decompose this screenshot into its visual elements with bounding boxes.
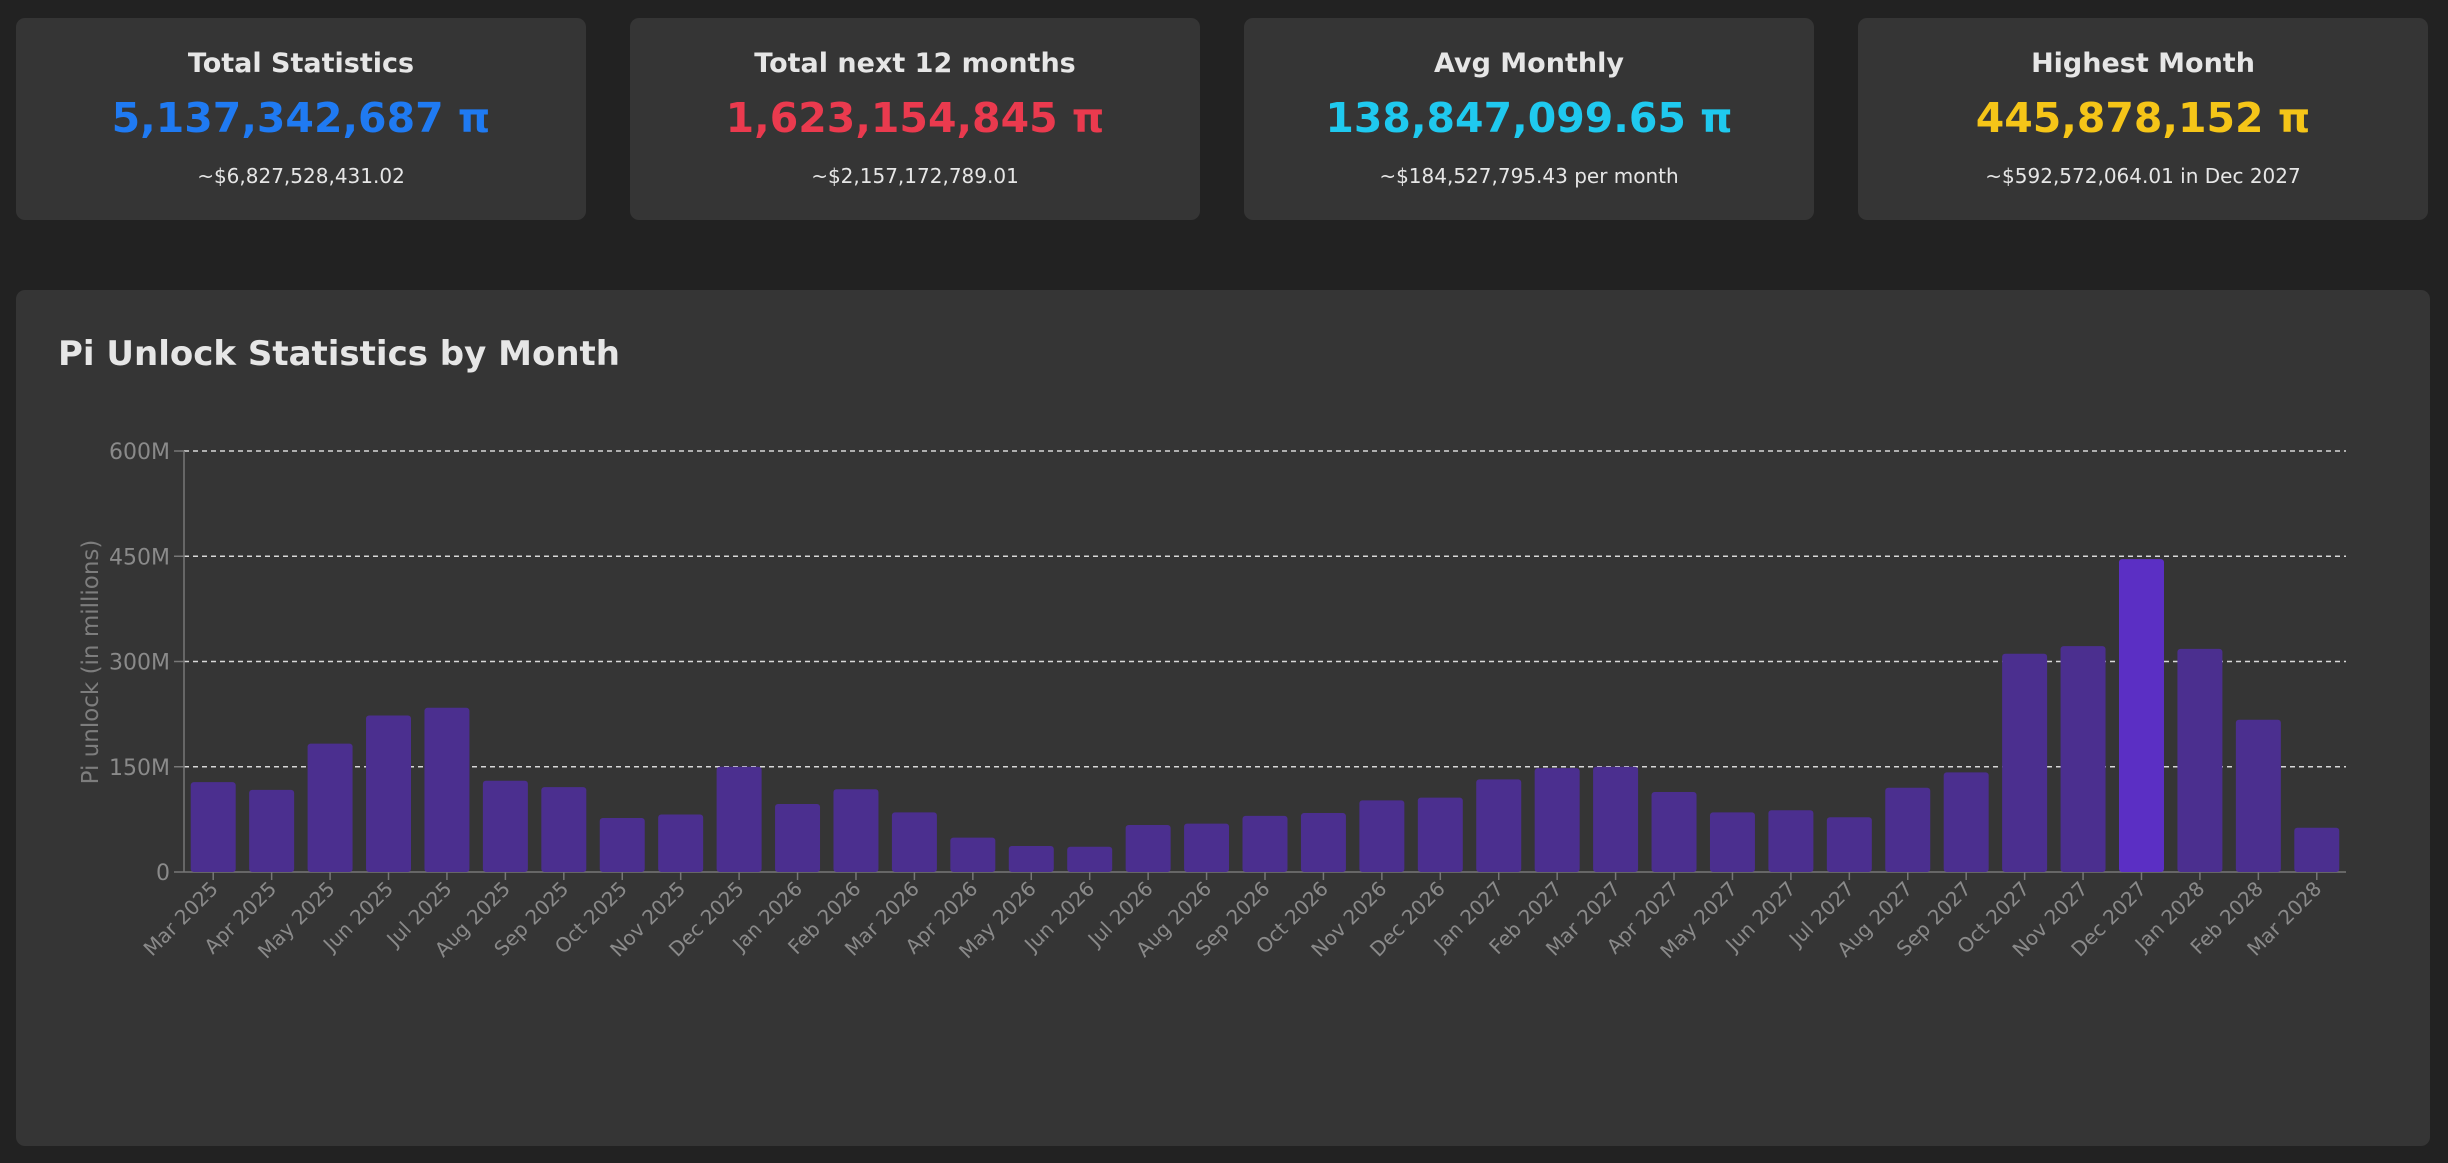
chart-bar <box>1593 766 1639 872</box>
chart-bar <box>1067 846 1113 872</box>
chart-bar <box>1943 772 1989 872</box>
stat-card-next-12-months: Total next 12 months 1,623,154,845 π ~$2… <box>630 18 1200 220</box>
stat-card-highest-month: Highest Month 445,878,152 π ~$592,572,06… <box>1858 18 2428 220</box>
chart-bar <box>1359 800 1405 872</box>
chart-bar <box>1651 792 1697 872</box>
chart-bar <box>1417 797 1463 872</box>
chart-bar <box>1476 779 1522 872</box>
chart-bar <box>249 789 295 872</box>
chart-bar <box>1242 815 1288 872</box>
chart-bar <box>891 812 937 872</box>
chart-bar <box>1709 812 1755 872</box>
stat-card-avg-monthly: Avg Monthly 138,847,099.65 π ~$184,527,7… <box>1244 18 1814 220</box>
chart-bar <box>190 782 236 872</box>
stat-card-title: Total Statistics <box>187 48 415 79</box>
chart-bar <box>2177 648 2223 872</box>
y-axis-title: Pi unlock (in millions) <box>78 540 104 785</box>
chart-bar <box>2294 827 2340 872</box>
chart-bar <box>2235 719 2281 872</box>
y-tick-label: 0 <box>156 861 170 886</box>
stat-card-title: Avg Monthly <box>1434 48 1624 79</box>
stat-card-value: 1,623,154,845 π <box>725 94 1105 142</box>
chart-bar <box>950 837 996 872</box>
chart-bar <box>307 743 353 872</box>
stat-card-subtext: ~$2,157,172,789.01 <box>811 164 1019 188</box>
chart-bar <box>482 780 528 872</box>
stat-card-title: Highest Month <box>2031 48 2255 79</box>
stats-cards: Total Statistics 5,137,342,687 π ~$6,827… <box>16 18 2430 220</box>
chart-bar <box>1768 810 1814 872</box>
chart-bar <box>833 789 879 872</box>
chart-bar <box>366 715 412 872</box>
chart-bar <box>1534 768 1580 872</box>
stat-card-subtext: ~$592,572,064.01 in Dec 2027 <box>1985 164 2301 188</box>
chart-bar <box>658 814 704 872</box>
stat-card-value: 445,878,152 π <box>1975 94 2311 142</box>
chart-bar <box>1008 846 1054 872</box>
chart-bar <box>716 766 762 872</box>
chart-bar <box>541 787 587 872</box>
chart-bar <box>599 817 645 872</box>
stat-card-subtext: ~$184,527,795.43 per month <box>1379 164 1679 188</box>
chart-panel: Pi Unlock Statistics by Month 0 150M 300M 4… <box>16 290 2430 1146</box>
chart-bar <box>1125 824 1171 872</box>
chart-bar <box>424 707 470 872</box>
chart-bar <box>2118 559 2164 872</box>
stat-card-value: 138,847,099.65 π <box>1325 94 1733 142</box>
chart-bar <box>1184 823 1230 872</box>
chart-bar <box>775 803 821 872</box>
stat-card-value: 5,137,342,687 π <box>111 94 491 142</box>
chart-bar <box>2060 646 2106 872</box>
y-tick-label: 450M <box>109 545 170 570</box>
stat-card-title: Total next 12 months <box>754 48 1076 79</box>
y-tick-label: 150M <box>109 756 170 781</box>
y-tick-label: 300M <box>109 651 170 676</box>
chart-bar <box>1826 817 1872 872</box>
stat-card-total: Total Statistics 5,137,342,687 π ~$6,827… <box>16 18 586 220</box>
panel-title: Pi Unlock Statistics by Month <box>58 334 620 374</box>
stat-card-subtext: ~$6,827,528,431.02 <box>197 164 405 188</box>
bar-chart: 0 150M 300M 450M 600M Pi unlock (in millions)… <box>78 440 2346 963</box>
chart-bar <box>1300 813 1346 872</box>
chart-bar <box>2002 653 2048 872</box>
y-tick-label: 600M <box>109 440 170 465</box>
chart-bar <box>1885 787 1931 872</box>
